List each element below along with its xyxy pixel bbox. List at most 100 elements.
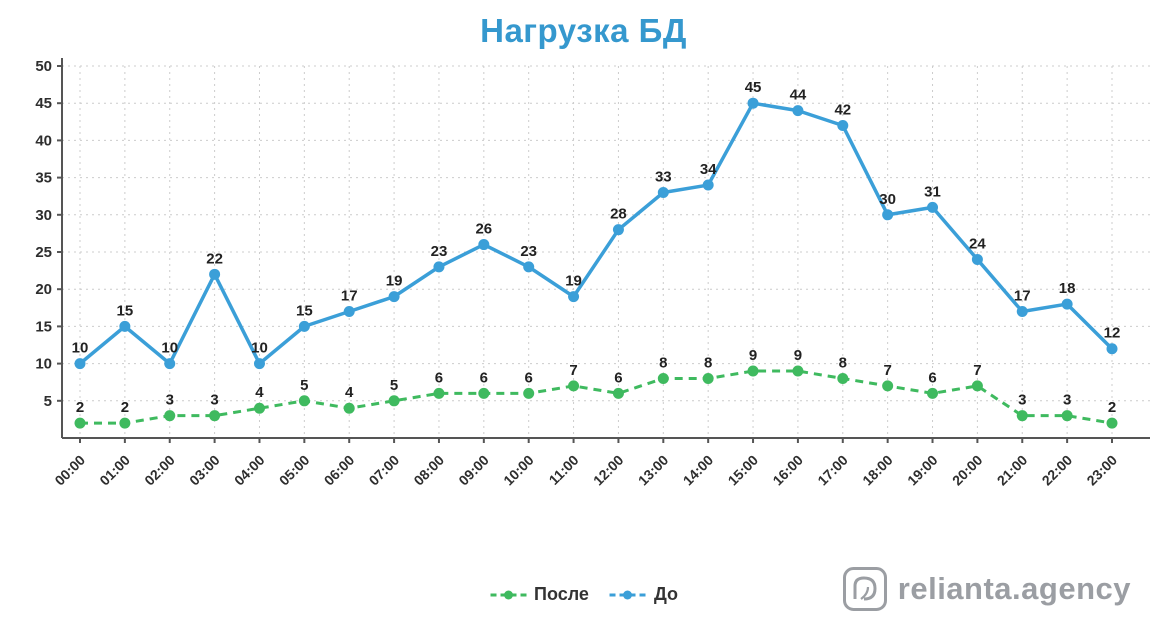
axes [61,58,1150,439]
x-tick-label: 03:00 [186,452,223,489]
data-point-label: 5 [300,377,308,394]
data-point [657,186,669,198]
data-point-label: 30 [879,191,896,208]
data-point [298,320,310,332]
x-tick-label: 19:00 [904,452,941,489]
data-point-label: 10 [251,340,268,357]
data-point-label: 6 [928,369,936,386]
data-point [1016,306,1028,318]
x-tick-label: 11:00 [546,452,582,488]
data-point-label: 5 [390,377,398,394]
watermark-text: relianta.agency [897,571,1131,606]
legend-label-after: После [534,584,589,604]
y-tick-label: 25 [35,244,52,261]
watermark-logo-icon [842,567,887,611]
data-point-label: 19 [565,273,582,290]
x-tick-label: 04:00 [231,452,268,489]
x-tick-label: 23:00 [1083,452,1120,489]
data-point [433,387,445,399]
data-point-label: 4 [255,384,264,401]
data-point-label: 12 [1104,325,1121,342]
data-point [1106,343,1118,355]
y-tick-label: 30 [35,207,52,224]
data-point-label: 31 [924,183,941,200]
x-tick-label: 13:00 [635,452,672,489]
data-point-label: 10 [72,340,89,357]
data-point [523,387,535,399]
data-point [971,380,983,392]
series-До: 10 15 10 22 10 15 17 19 23 26 23 19 28 33 34 45 44 42 30 31… [72,79,1121,370]
data-point-label: 24 [969,235,986,252]
data-point-label: 33 [655,168,672,185]
data-point [1061,298,1073,310]
data-point [74,358,86,370]
x-tick-label: 15:00 [725,452,762,489]
legend-item-after: После [489,584,589,605]
data-point [253,402,265,414]
legend-label-before: До [653,584,678,604]
data-point-label: 17 [1014,288,1031,305]
data-point-label: 42 [834,102,851,119]
data-point [1106,417,1118,429]
data-point-label: 9 [794,347,802,364]
data-point-label: 45 [745,79,762,96]
grid-lines [62,65,1150,438]
data-point [612,224,624,236]
data-point-label: 3 [166,392,174,409]
data-point-label: 3 [210,392,218,409]
data-point [702,372,714,384]
y-tick-label: 50 [35,58,52,75]
data-point-label: 2 [76,399,84,416]
data-point [119,320,131,332]
chart-title: Нагрузка БД [480,12,687,49]
data-point [927,201,939,213]
data-point [747,365,759,377]
data-point-label: 23 [520,243,537,260]
x-tick-label: 02:00 [141,452,178,489]
x-tick-label: 12:00 [590,452,627,489]
chart-page: Нагрузка БД 5 10 15 20 25 30 35 40 45 50 00:00 01:0… [0,12,1167,641]
data-point [837,120,849,132]
watermark: relianta.agency [842,566,1131,612]
data-point-label: 2 [1108,399,1116,416]
data-point-label: 17 [341,288,358,305]
data-point-label: 34 [700,161,717,178]
chart-footer: После До relianta.agency [0,560,1167,635]
data-point-label: 44 [790,87,807,104]
data-point [882,209,894,221]
data-point [568,380,580,392]
data-point [792,365,804,377]
x-tick-label: 20:00 [949,452,986,489]
x-tick-label: 06:00 [321,452,358,489]
data-point-label: 15 [117,302,134,319]
data-point-label: 9 [749,347,757,364]
legend-swatch-before-icon [609,590,646,599]
data-point [747,97,759,109]
data-point [702,179,714,191]
y-tick-label: 5 [44,393,52,410]
x-tick-label: 00:00 [51,452,88,489]
data-point-label: 23 [431,243,448,260]
y-tick-label: 45 [35,95,52,112]
x-tick-label: 01:00 [96,452,133,489]
data-point [164,358,176,370]
x-tick-label: 18:00 [859,452,896,489]
data-point [927,387,939,399]
data-point-label: 7 [973,362,981,379]
data-point [568,291,580,303]
series-После: 2 2 3 3 4 5 4 5 6 6 6 7 6 8 8 9 9 8 7 6 7 3 3 2 [74,347,1118,429]
data-point-label: 6 [435,369,443,386]
data-point [253,358,265,370]
data-point-label: 22 [206,250,223,267]
data-point [657,372,669,384]
y-axis-labels: 5 10 15 20 25 30 35 40 45 50 [35,58,62,410]
data-point [837,372,849,384]
data-point [433,261,445,273]
data-point [119,417,131,429]
x-tick-label: 17:00 [814,452,851,489]
data-point-label: 6 [525,369,533,386]
data-point [1061,410,1073,422]
data-point [478,239,490,251]
data-point [612,387,624,399]
data-point [388,395,400,407]
